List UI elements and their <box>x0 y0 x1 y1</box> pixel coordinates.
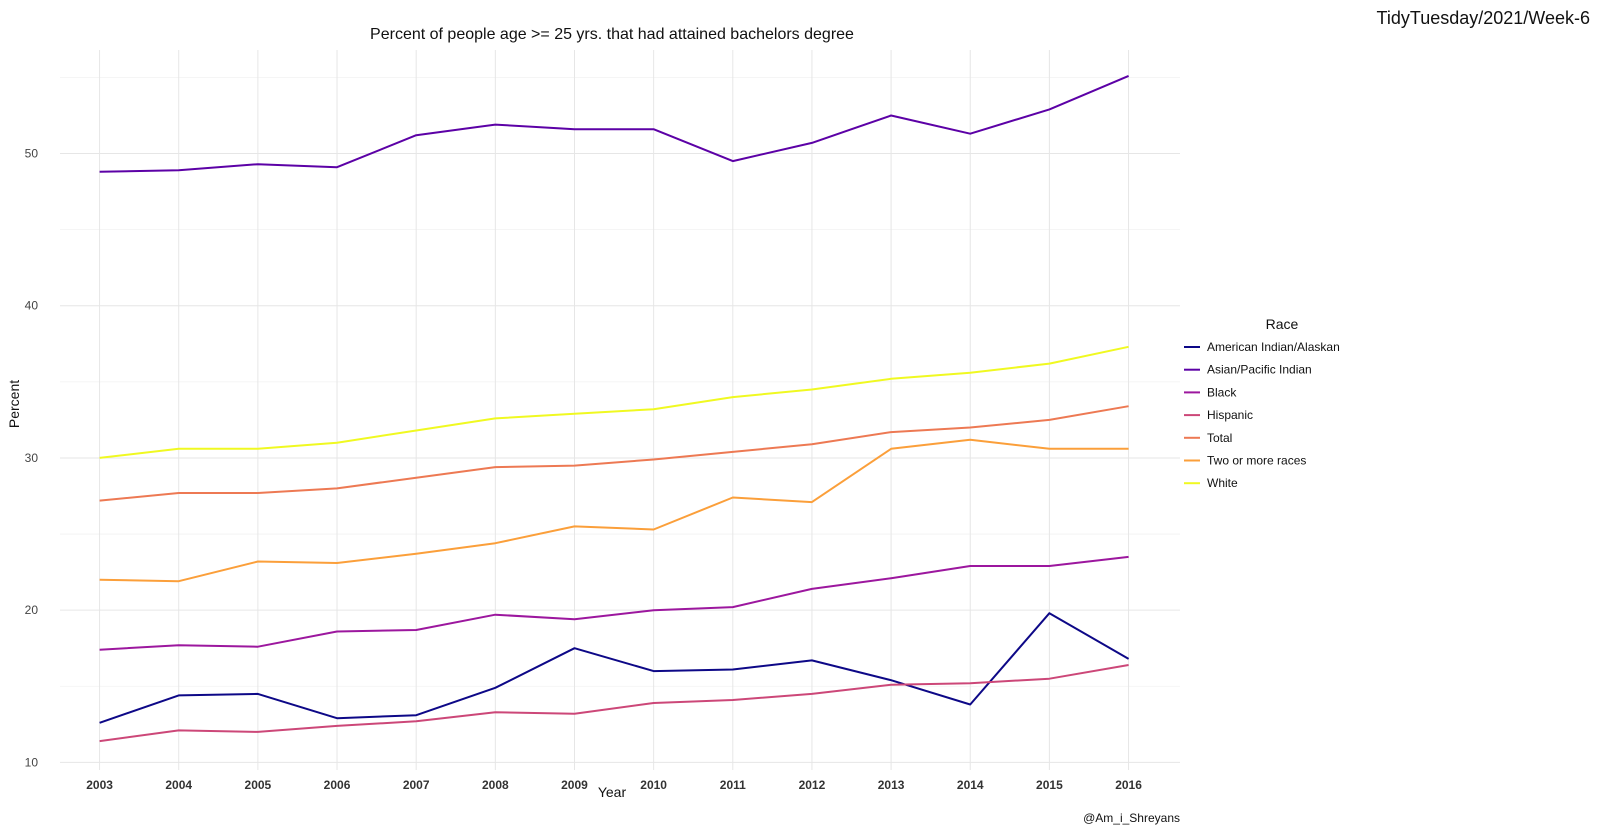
x-tick-label: 2008 <box>482 778 509 792</box>
x-tick-label: 2006 <box>324 778 351 792</box>
series-line-black <box>99 555 1129 651</box>
legend-label: White <box>1207 476 1238 490</box>
x-tick-label: 2015 <box>1036 778 1063 792</box>
y-axis-label: Percent <box>6 380 22 428</box>
x-tick-label: 2011 <box>720 778 746 792</box>
x-tick-label: 2005 <box>245 778 272 792</box>
legend-label: American Indian/Alaskan <box>1207 340 1340 354</box>
y-tick-label: 50 <box>25 147 39 161</box>
series-line-white <box>99 345 1129 459</box>
legend-label: Two or more races <box>1207 454 1306 468</box>
y-tick-label: 10 <box>25 755 39 769</box>
y-tick-label: 30 <box>25 451 39 465</box>
corner-tag: TidyTuesday/2021/Week-6 <box>1376 8 1590 28</box>
series-line-two-or-more-races <box>99 438 1129 583</box>
legend-label: Hispanic <box>1207 408 1253 422</box>
gridlines <box>60 50 1180 770</box>
x-tick-label: 2012 <box>799 778 826 792</box>
y-axis-ticks: 10 20 30 40 50 <box>25 147 39 770</box>
legend-title: Race <box>1266 316 1299 332</box>
x-tick-label: 2013 <box>878 778 905 792</box>
series-line-hispanic <box>99 664 1129 743</box>
y-tick-label: 20 <box>25 603 39 617</box>
x-axis-label: Year <box>598 784 627 800</box>
x-tick-label: 2016 <box>1115 778 1142 792</box>
x-tick-label: 2014 <box>957 778 984 792</box>
x-tick-label: 2004 <box>165 778 192 792</box>
x-tick-label: 2009 <box>561 778 588 792</box>
x-axis-ticks: 2003 2004 2005 2006 2007 2008 2009 2010 2011 2012… <box>86 778 1142 792</box>
x-tick-label: 2010 <box>640 778 667 792</box>
caption: @Am_i_Shreyans <box>1083 811 1180 825</box>
legend-label: Total <box>1207 431 1232 445</box>
legend-label: Black <box>1207 385 1237 399</box>
series-line-american-indian-alaskan <box>99 612 1130 724</box>
x-tick-label: 2007 <box>403 778 430 792</box>
series-line-asian-pacific-indian <box>99 74 1129 173</box>
series-lines <box>99 74 1130 743</box>
legend: Race American Indian/Alaskan Asian/Pacifi… <box>1184 316 1340 490</box>
x-tick-label: 2003 <box>86 778 113 792</box>
legend-label: Asian/Pacific Indian <box>1207 363 1312 377</box>
y-tick-label: 40 <box>25 299 39 313</box>
chart-title: Percent of people age >= 25 yrs. that ha… <box>370 26 854 43</box>
series-line-total <box>99 405 1129 502</box>
